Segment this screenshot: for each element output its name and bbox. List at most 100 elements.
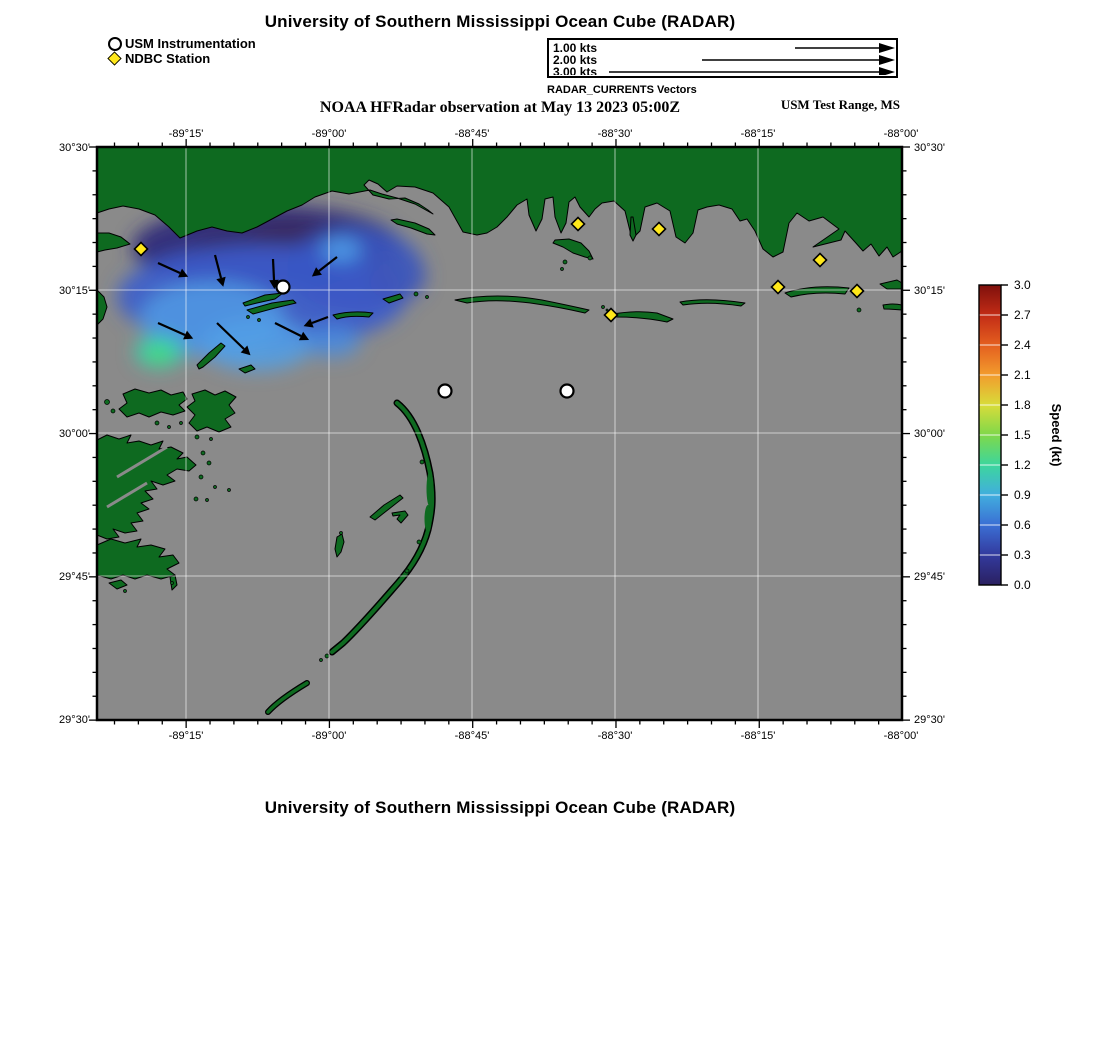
- ndbc-diamond-icon: [107, 51, 122, 66]
- lat-axis-label: 30°30': [914, 142, 945, 154]
- lat-axis-label: 29°30': [59, 714, 90, 726]
- land-polygon: [612, 311, 674, 323]
- land-polygon: [238, 364, 256, 374]
- colorbar-tick-label: 2.4: [1014, 338, 1031, 352]
- islet-dot: [206, 460, 212, 466]
- islet-dot: [179, 421, 183, 425]
- ndbc-station-marker: [849, 283, 865, 299]
- scale-arrow-head: [879, 43, 895, 53]
- islet-dot: [416, 539, 422, 545]
- ndbc-station-marker: [570, 216, 586, 232]
- lon-axis-label: -89°00': [312, 128, 347, 140]
- legend-row-ndbc: NDBC Station: [107, 51, 256, 66]
- islet-dot: [167, 425, 171, 429]
- marsh-channel: [116, 445, 168, 479]
- scale-row-label: 3.00 kts: [553, 65, 597, 75]
- page-title: University of Southern Mississippi Ocean…: [264, 12, 736, 31]
- colorbar-tick-label: 3.0: [1014, 278, 1031, 292]
- lon-axis-label: -88°45': [455, 730, 490, 742]
- colorbar-tick-label: 1.2: [1014, 458, 1031, 472]
- current-arrow-head: [216, 276, 226, 287]
- islet-dot: [605, 308, 609, 312]
- colorbar-tick-label: 2.7: [1014, 308, 1031, 322]
- usm-station-marker: [437, 383, 453, 399]
- scale-row-label: 2.00 kts: [553, 53, 597, 67]
- colorbar-tick-label: 0.0: [1014, 578, 1031, 592]
- land-polygon: [332, 311, 374, 320]
- current-arrow-shaft: [157, 261, 181, 275]
- land-polygon: [246, 299, 297, 315]
- islet-dot: [193, 496, 199, 502]
- colorbar-tick-label: 0.9: [1014, 488, 1031, 502]
- land-polygon: [382, 293, 404, 304]
- land-layer: [96, 146, 903, 715]
- islet-dot: [246, 315, 250, 319]
- usm-station-marker: [275, 279, 291, 295]
- lat-axis-label: 30°00': [914, 428, 945, 440]
- lon-axis-label: -88°00': [884, 128, 919, 140]
- islet-dot: [425, 295, 429, 299]
- islet-dot: [419, 459, 425, 465]
- colorbar-tick-label: 1.5: [1014, 428, 1031, 442]
- current-arrow-head: [269, 279, 279, 289]
- vector-scale-caption: RADAR_CURRENTS Vectors: [547, 84, 697, 96]
- land-polygon: [391, 510, 409, 524]
- islet-dot: [154, 420, 160, 426]
- usm-station-marker: [559, 383, 575, 399]
- legend-row-usm: USM Instrumentation: [108, 36, 256, 51]
- scale-row-label: 1.00 kts: [553, 41, 597, 55]
- land-polygon: [369, 494, 404, 521]
- axis-ticks: [89, 139, 910, 728]
- islet-dot: [110, 408, 116, 414]
- map-legend: USM Instrumentation NDBC Station: [107, 36, 256, 66]
- islet-dot: [601, 305, 605, 309]
- ndbc-station-marker: [133, 241, 149, 257]
- current-arrow-head: [303, 318, 314, 328]
- test-range-label: USM Test Range, MS: [780, 97, 900, 112]
- land-polygon: [96, 434, 197, 540]
- current-arrow-head: [298, 331, 310, 341]
- lon-axis-label: -89°00': [312, 730, 347, 742]
- islet-dot: [404, 568, 410, 574]
- islet-dot: [194, 434, 200, 440]
- current-arrow-head: [240, 345, 251, 356]
- lat-axis-label: 29°30': [914, 714, 945, 726]
- islet-dot: [856, 307, 862, 313]
- islet-dot: [213, 485, 217, 489]
- lon-axis-label: -88°15': [741, 730, 776, 742]
- islet-dot: [123, 589, 127, 593]
- lon-axis-label: -89°15': [169, 730, 204, 742]
- islet-dot: [560, 267, 564, 271]
- ndbc-station-marker: [812, 252, 828, 268]
- islet-dot: [209, 437, 213, 441]
- speed-blob-patch: [304, 326, 360, 358]
- legend-ndbc-label: NDBC Station: [125, 51, 211, 66]
- land-polygon: [679, 299, 746, 307]
- land-polygon: [96, 538, 180, 580]
- lon-axis-label: -88°15': [741, 128, 776, 140]
- speed-blob-patch: [367, 252, 427, 302]
- lat-axis-label: 29°45': [914, 571, 945, 583]
- islet-dot: [413, 291, 419, 297]
- lat-axis-label: 30°15': [914, 285, 945, 297]
- lat-axis-label: 29°45': [59, 571, 90, 583]
- islet-dot: [198, 474, 204, 480]
- land-polygon: [118, 388, 188, 418]
- usm-circle-icon: [108, 36, 122, 51]
- current-arrow-head: [183, 330, 194, 340]
- islet-dot: [339, 531, 343, 535]
- lat-axis-label: 30°30': [59, 142, 90, 154]
- current-speed-field: [117, 205, 427, 371]
- islet-dot: [319, 658, 323, 662]
- islet-dot: [170, 581, 174, 585]
- land-polygon: [96, 146, 903, 258]
- colorbar-border: [978, 284, 1002, 586]
- graticule: [97, 147, 902, 720]
- islet-dot: [257, 318, 261, 322]
- land-polygon: [882, 303, 903, 311]
- colorbar: 3.0 2.7 2.4 2.1 1.8 1.5 1.2 0.9 0.6 0.3 0.0 Speed (…: [978, 278, 1064, 592]
- colorbar-axis-label: Speed (kt): [1049, 404, 1064, 467]
- lon-axis-label: -89°15': [169, 128, 204, 140]
- scale-arrow-head: [879, 55, 895, 65]
